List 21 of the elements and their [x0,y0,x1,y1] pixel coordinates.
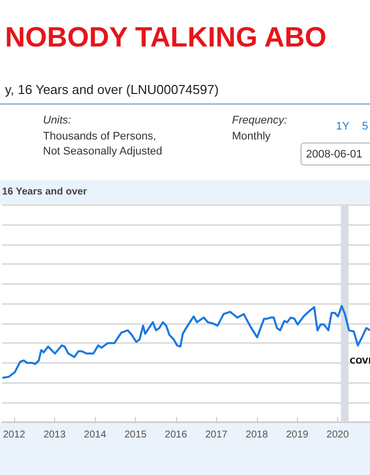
chart-subtitle: y, 16 Years and over (LNU00074597) [5,82,219,97]
text: Not Seasonally Adjusted [43,146,162,158]
x-tick-label: 2020 [326,430,350,440]
x-tick-label: 2014 [84,430,107,440]
text: 2008-06-01 [306,148,362,160]
text: Units: [43,114,72,126]
x-tick-label: 2018 [246,430,268,440]
x-tick-label: 2015 [124,430,148,440]
text: Frequency: [232,114,288,126]
x-tick-label: 2013 [43,430,66,440]
x-tick-label: 2012 [3,430,26,440]
text: Monthly [232,130,272,142]
text: 16 Years and over [2,186,87,198]
text: Thousands of Persons, [43,130,156,142]
x-tick-label: 2019 [286,430,309,440]
chart-title: NOBODY TALKING ABO [5,22,326,52]
text: 1Y [336,120,350,132]
x-tick-label: 2017 [205,430,228,440]
x-tick-label: 2016 [164,430,188,440]
band-label: COVI [350,356,370,366]
text: 5 [362,120,368,132]
